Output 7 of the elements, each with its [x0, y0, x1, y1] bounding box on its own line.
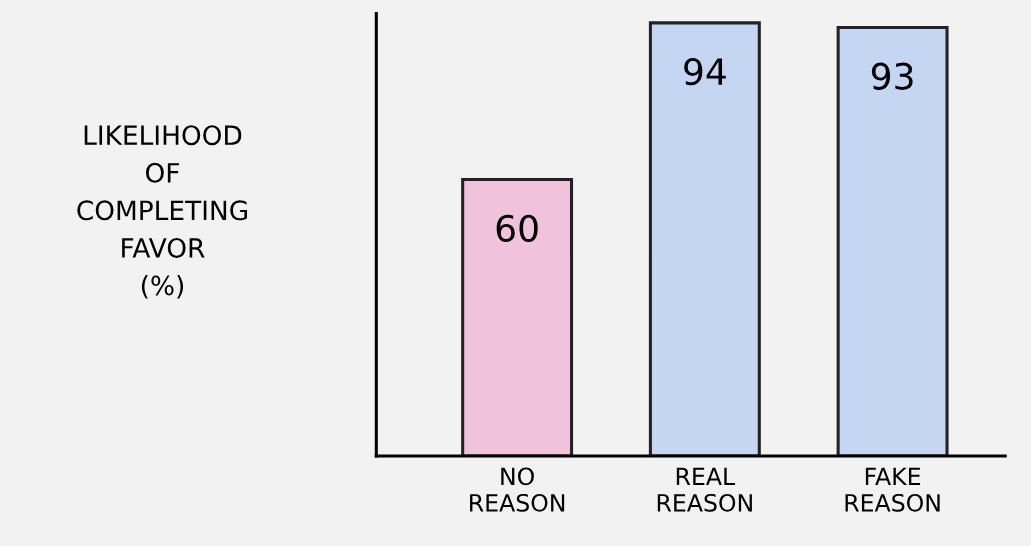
data-label: 93 [871, 62, 913, 90]
x-tick-label: REAL REASON [657, 467, 752, 512]
data-label: 94 [684, 58, 726, 86]
x-tick-label: NO REASON [470, 467, 565, 512]
y-axis-title: LIKELIHOOD OF COMPLETING FAVOR (%) [77, 125, 247, 299]
data-label: 60 [496, 214, 538, 242]
x-tick-label: FAKE REASON [845, 467, 940, 512]
